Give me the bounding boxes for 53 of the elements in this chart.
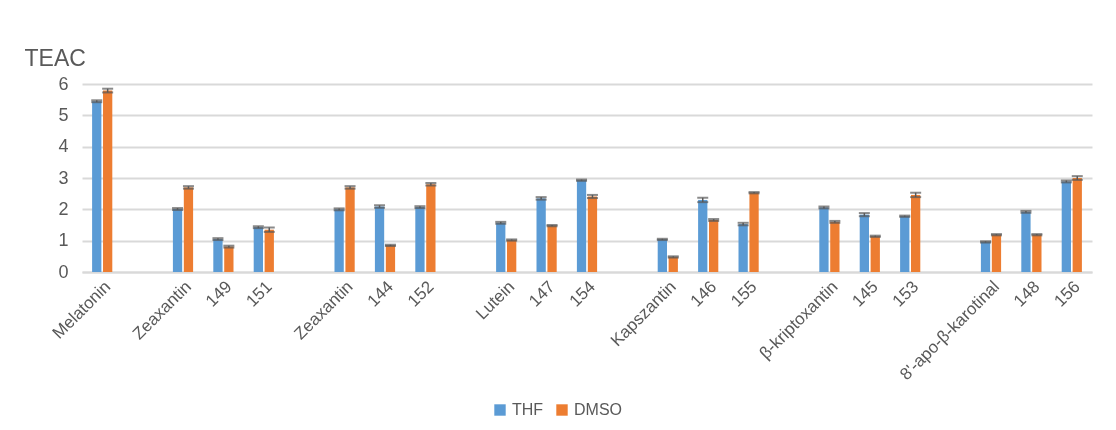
y-tick-label: 2 <box>58 198 69 219</box>
x-tick-label: 148 <box>1009 277 1044 311</box>
y-tick-label: 5 <box>58 104 69 125</box>
x-tick-label: 146 <box>686 277 721 311</box>
bar <box>709 219 719 272</box>
x-tick-label: 155 <box>727 277 761 311</box>
x-tick-label: 149 <box>201 277 236 311</box>
bar <box>496 222 506 272</box>
bar <box>415 207 425 272</box>
bar <box>870 236 880 272</box>
bar <box>980 241 991 272</box>
bar <box>657 239 667 272</box>
y-axis-title: TEAC <box>24 44 86 71</box>
y-tick-label: 6 <box>58 73 69 94</box>
bar <box>334 209 344 272</box>
y-tick-label: 1 <box>58 230 69 251</box>
bar <box>172 209 183 272</box>
x-tick-label: 154 <box>565 277 600 311</box>
bar <box>92 101 102 272</box>
bar <box>213 239 223 272</box>
bar <box>253 227 263 272</box>
bar <box>1021 211 1031 272</box>
y-tick-label: 3 <box>58 167 69 188</box>
x-tick-label: 152 <box>403 277 438 311</box>
x-tick-label: 156 <box>1050 277 1084 311</box>
x-tick-label: 151 <box>242 277 276 311</box>
x-tick-label: 147 <box>525 277 559 311</box>
bar <box>547 225 557 272</box>
bar <box>345 187 355 272</box>
legend-label: DMSO <box>574 401 622 418</box>
legend-label: THF <box>512 401 544 418</box>
bar <box>374 206 385 272</box>
bar <box>900 216 910 272</box>
bar <box>536 198 546 272</box>
bar <box>183 187 194 272</box>
bar <box>576 180 587 272</box>
bar <box>991 234 1002 272</box>
bar <box>224 246 234 272</box>
bar <box>819 207 829 272</box>
x-tick-label: 145 <box>848 277 882 311</box>
bar <box>738 224 748 272</box>
bar <box>1061 181 1071 272</box>
bar <box>749 192 759 272</box>
x-tick-label: 144 <box>363 277 398 311</box>
bar <box>426 184 436 272</box>
bar <box>1072 178 1082 272</box>
bar <box>859 214 869 272</box>
y-tick-label: 0 <box>58 261 69 282</box>
bar <box>507 240 517 272</box>
bar <box>385 245 396 272</box>
bar <box>1032 234 1042 272</box>
bar <box>830 221 840 272</box>
y-tick-label: 4 <box>58 136 69 157</box>
